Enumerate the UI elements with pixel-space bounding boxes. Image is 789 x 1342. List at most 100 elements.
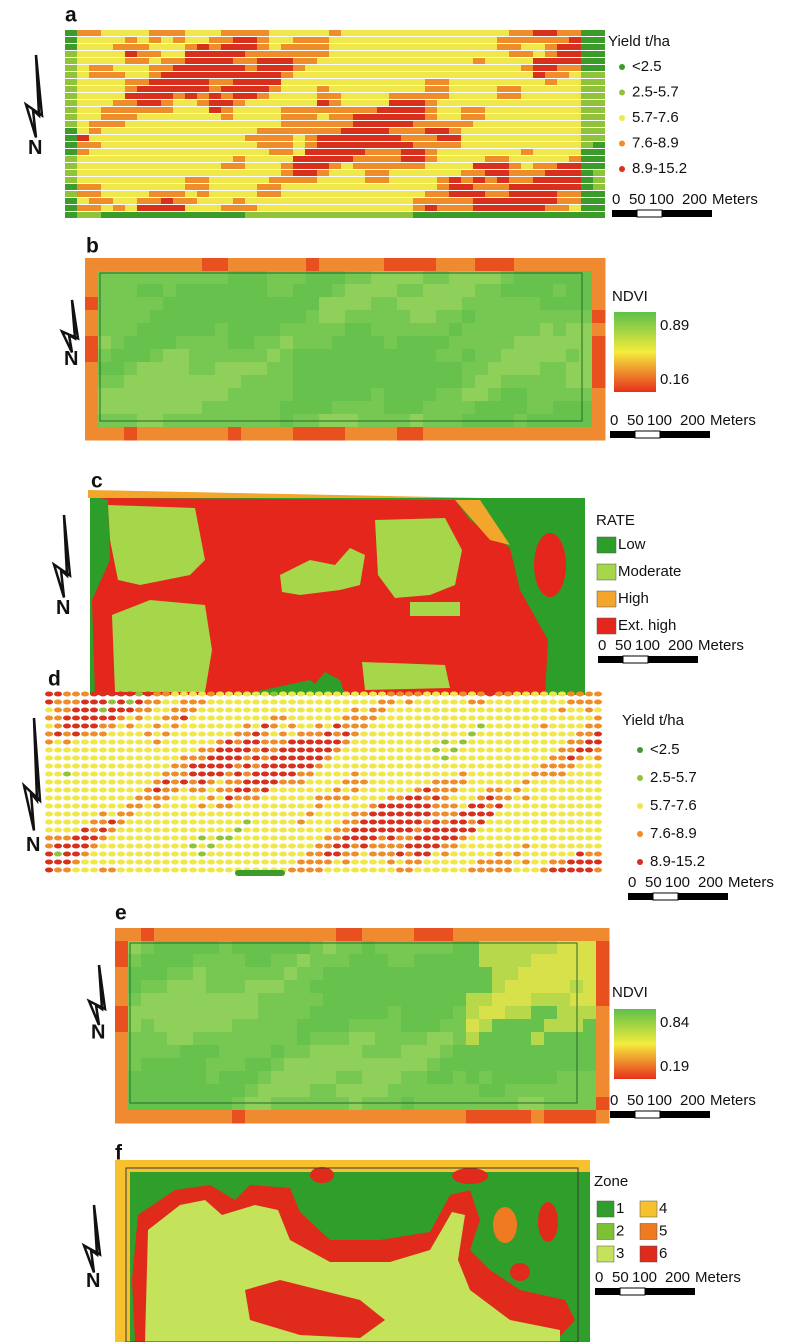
yield-point: [63, 764, 71, 769]
ndvi-cell: [228, 297, 242, 311]
yield-point: [189, 836, 197, 841]
north-arrow: [26, 55, 42, 138]
yield-point: [252, 796, 260, 801]
yield-cell: [341, 198, 353, 204]
ndvi-cell: [436, 375, 450, 389]
ndvi-cell: [150, 388, 164, 402]
yield-cell: [269, 65, 281, 71]
ndvi-cell: [349, 1032, 363, 1046]
ndvi-cell: [176, 427, 190, 441]
yield-cell: [137, 93, 149, 99]
yield-map: [45, 692, 602, 877]
ndvi-cell: [375, 980, 389, 994]
yield-point: [297, 708, 305, 713]
yield-cell: [329, 170, 341, 176]
yield-point: [261, 836, 269, 841]
ndvi-cell: [514, 388, 528, 402]
ndvi-cell: [592, 349, 606, 363]
yield-cell: [401, 51, 413, 57]
yield-cell: [281, 44, 293, 50]
yield-cell: [281, 30, 293, 36]
ndvi-cell: [401, 1019, 415, 1033]
yield-cell: [461, 142, 473, 148]
yield-point: [207, 716, 215, 721]
yield-cell: [329, 79, 341, 85]
yield-point: [171, 748, 179, 753]
yield-point: [324, 796, 332, 801]
ndvi-cell: [475, 375, 489, 389]
ndvi-cell: [115, 1006, 129, 1020]
yield-point: [144, 804, 152, 809]
yield-cell: [317, 205, 329, 211]
yield-cell: [461, 100, 473, 106]
ndvi-cell: [336, 1058, 350, 1072]
yield-point: [135, 748, 143, 753]
ndvi-cell: [592, 271, 606, 285]
yield-point: [198, 860, 206, 865]
yield-cell: [89, 93, 101, 99]
yield-cell: [341, 149, 353, 155]
ndvi-cell: [124, 388, 138, 402]
yield-point: [153, 804, 161, 809]
yield-cell: [497, 72, 509, 78]
ndvi-cell: [332, 349, 346, 363]
ndvi-cell: [293, 258, 307, 272]
yield-cell: [293, 107, 305, 113]
yield-cell: [305, 212, 317, 218]
yield-point: [531, 764, 539, 769]
ndvi-cell: [245, 928, 259, 942]
yield-point: [387, 732, 395, 737]
yield-cell: [161, 51, 173, 57]
yield-point: [360, 788, 368, 793]
yield-point: [333, 852, 341, 857]
yield-point: [396, 804, 404, 809]
yield-point: [243, 828, 251, 833]
yield-point: [153, 812, 161, 817]
ndvi-cell: [310, 1058, 324, 1072]
yield-cell: [353, 65, 365, 71]
yield-point: [432, 812, 440, 817]
ndvi-cell: [332, 362, 346, 376]
yield-point: [234, 852, 242, 857]
yield-cell: [437, 170, 449, 176]
yield-cell: [365, 79, 377, 85]
yield-point: [423, 772, 431, 777]
yield-cell: [581, 205, 593, 211]
yield-cell: [449, 184, 461, 190]
yield-cell: [509, 107, 521, 113]
ndvi-cell: [232, 993, 246, 1007]
yield-cell: [281, 142, 293, 148]
yield-cell: [509, 156, 521, 162]
ndvi-cell: [384, 401, 398, 415]
yield-cell: [581, 177, 593, 183]
ndvi-cell: [293, 362, 307, 376]
yield-cell: [449, 212, 461, 218]
legend-label: 2.5-5.7: [632, 83, 679, 100]
ndvi-cell: [167, 1045, 181, 1059]
yield-point: [288, 756, 296, 761]
north-label: N: [64, 348, 78, 370]
yield-cell: [305, 100, 317, 106]
yield-cell: [557, 44, 569, 50]
yield-cell: [497, 65, 509, 71]
yield-cell: [197, 58, 209, 64]
yield-cell: [449, 205, 461, 211]
yield-point: [477, 724, 485, 729]
yield-point: [495, 748, 503, 753]
ndvi-cell: [193, 1071, 207, 1085]
ndvi-cell: [362, 954, 376, 968]
ndvi-cell: [323, 993, 337, 1007]
yield-cell: [521, 72, 533, 78]
yield-point: [297, 748, 305, 753]
yield-point: [441, 740, 449, 745]
ndvi-cell: [297, 1110, 311, 1124]
yield-point: [252, 732, 260, 737]
yield-point: [207, 804, 215, 809]
ndvi-cell: [141, 980, 155, 994]
yield-point: [414, 828, 422, 833]
yield-point: [108, 788, 116, 793]
ndvi-cell: [388, 928, 402, 942]
yield-cell: [461, 205, 473, 211]
yield-point: [99, 692, 107, 697]
yield-point: [378, 692, 386, 697]
